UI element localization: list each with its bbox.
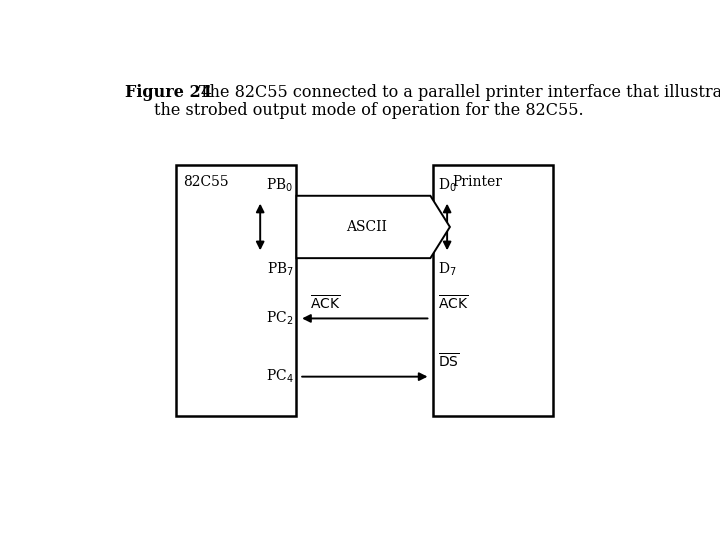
Text: $\overline{\mathsf{ACK}}$: $\overline{\mathsf{ACK}}$ bbox=[310, 294, 341, 312]
Text: ASCII: ASCII bbox=[346, 220, 387, 234]
Text: PC$_2$: PC$_2$ bbox=[266, 310, 294, 327]
Bar bbox=[176, 165, 297, 416]
Text: PC$_4$: PC$_4$ bbox=[266, 368, 294, 386]
Text: $\overline{\mathsf{DS}}$: $\overline{\mathsf{DS}}$ bbox=[438, 352, 459, 370]
Text: D$_0$: D$_0$ bbox=[438, 176, 456, 194]
Bar bbox=[433, 165, 553, 416]
Text: $\overline{\mathsf{ACK}}$: $\overline{\mathsf{ACK}}$ bbox=[438, 294, 468, 312]
Text: Printer: Printer bbox=[453, 175, 503, 189]
Text: Figure 24: Figure 24 bbox=[125, 84, 212, 100]
Text: D$_7$: D$_7$ bbox=[438, 260, 456, 278]
Polygon shape bbox=[297, 196, 450, 258]
Text: PB$_7$: PB$_7$ bbox=[266, 260, 294, 278]
Text: The 82C55 connected to a parallel printer interface that illustrates: The 82C55 connected to a parallel printe… bbox=[199, 84, 720, 100]
Text: PB$_0$: PB$_0$ bbox=[266, 176, 294, 194]
Text: 82C55: 82C55 bbox=[183, 175, 229, 189]
Text: the strobed output mode of operation for the 82C55.: the strobed output mode of operation for… bbox=[154, 102, 584, 119]
